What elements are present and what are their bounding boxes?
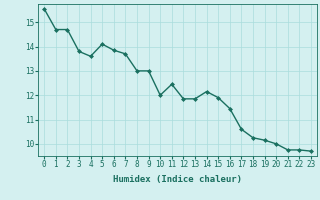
- X-axis label: Humidex (Indice chaleur): Humidex (Indice chaleur): [113, 175, 242, 184]
